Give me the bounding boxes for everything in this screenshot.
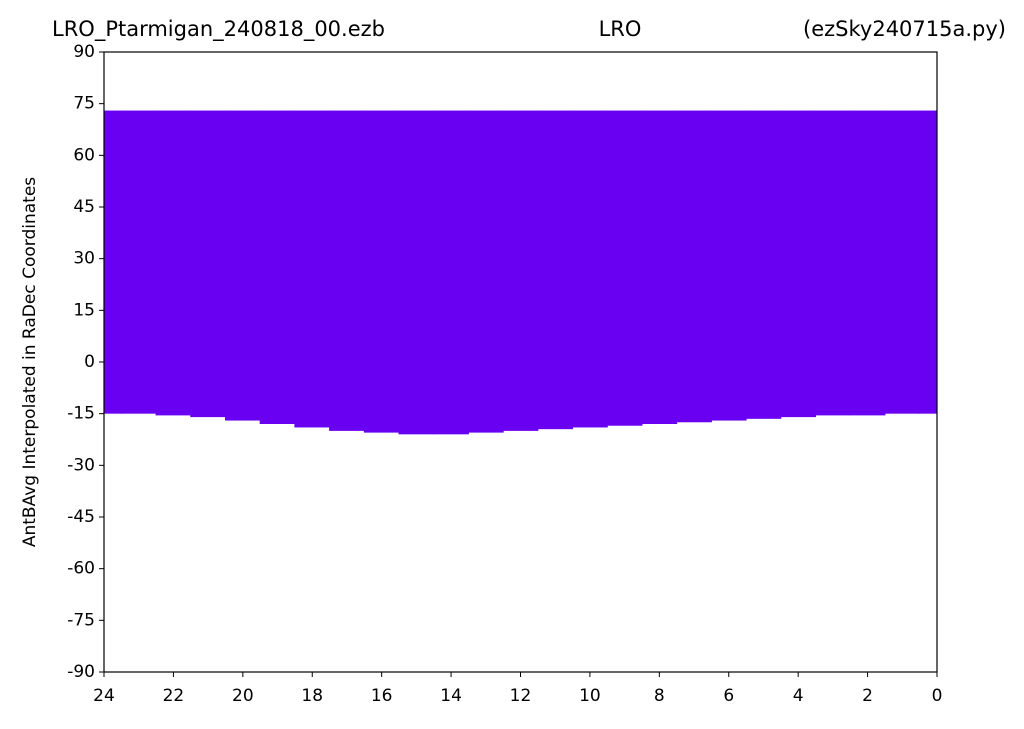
title-station: LRO [599, 17, 642, 41]
y-tick-label: 30 [73, 249, 95, 269]
sky-column [467, 110, 504, 433]
sky-column [259, 110, 296, 425]
sky-column [502, 110, 539, 431]
x-tick-label: 18 [301, 686, 323, 706]
x-tick-label: 16 [371, 686, 393, 706]
sky-column [919, 110, 937, 414]
y-tick-label: 75 [73, 94, 95, 114]
y-tick-label: -30 [67, 455, 95, 475]
y-tick-label: -90 [67, 662, 95, 682]
sky-column [710, 110, 747, 421]
sky-column [398, 110, 435, 435]
y-tick-label: 60 [73, 145, 95, 165]
plot-area [104, 110, 937, 435]
sky-column [120, 110, 157, 414]
sky-column [849, 110, 886, 416]
x-tick-label: 20 [232, 686, 254, 706]
sky-column [190, 110, 226, 418]
sky-column [363, 110, 400, 433]
y-tick-label: -75 [67, 610, 95, 630]
sky-column [815, 110, 851, 416]
x-tick-label: 6 [723, 686, 734, 706]
x-tick-label: 0 [932, 686, 943, 706]
sky-column [329, 110, 365, 431]
sky-column [676, 110, 712, 423]
y-tick-label: 90 [73, 42, 95, 62]
sky-column [537, 110, 574, 430]
x-tick-label: 2 [862, 686, 873, 706]
y-tick-label: -15 [67, 404, 95, 424]
title-script: (ezSky240715a.py) [803, 17, 1006, 41]
y-tick-label: -60 [67, 559, 95, 579]
y-tick-label: 15 [73, 300, 95, 320]
y-tick-label: -45 [67, 507, 95, 527]
sky-column [606, 110, 643, 426]
x-tick-label: 4 [793, 686, 804, 706]
sky-column [294, 110, 331, 428]
x-tick-label: 12 [510, 686, 532, 706]
x-tick-label: 10 [579, 686, 601, 706]
sky-column [572, 110, 608, 428]
sky-column [224, 110, 261, 421]
sky-column [745, 110, 782, 419]
y-tick-label: 45 [73, 197, 95, 217]
sky-column [780, 110, 817, 418]
y-axis-label: AntBAvg Interpolated in RaDec Coordinate… [20, 177, 40, 547]
sky-column [104, 110, 122, 414]
sky-column [641, 110, 678, 425]
x-tick-label: 22 [163, 686, 185, 706]
x-tick-label: 24 [93, 686, 115, 706]
x-tick-label: 8 [654, 686, 665, 706]
y-tick-label: 0 [84, 352, 95, 372]
sky-column [155, 110, 192, 416]
title-file: LRO_Ptarmigan_240818_00.ezb [52, 17, 385, 42]
sky-column [884, 110, 921, 414]
x-tick-label: 14 [440, 686, 462, 706]
sky-column [433, 110, 469, 435]
